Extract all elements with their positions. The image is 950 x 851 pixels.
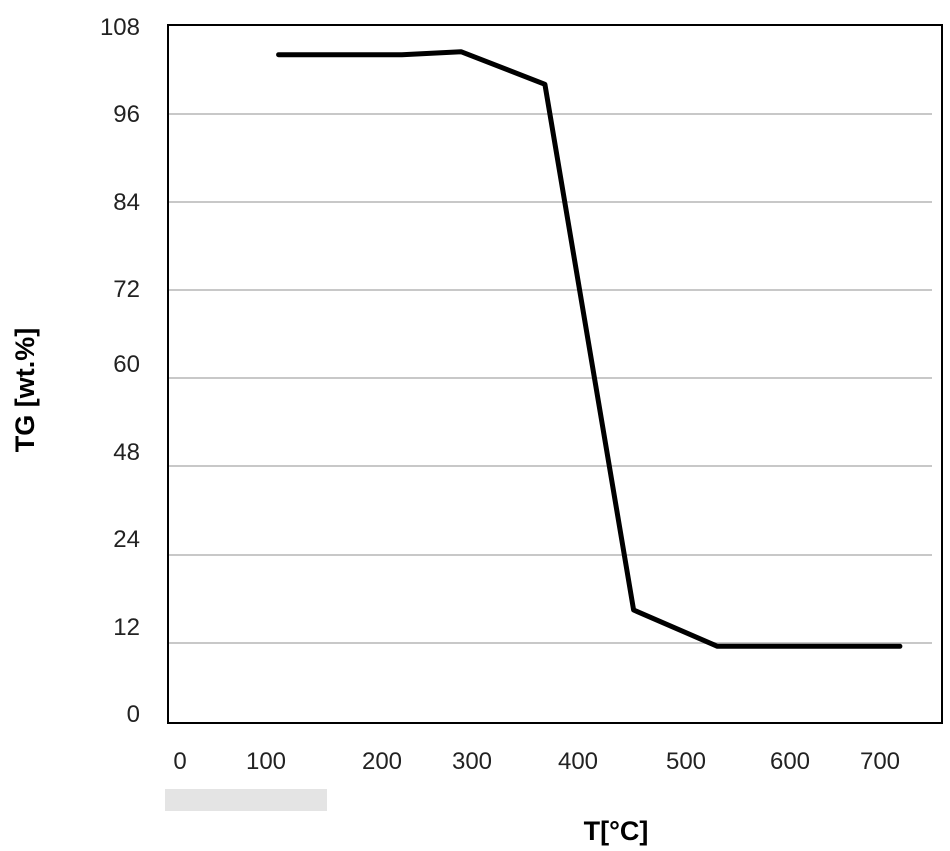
- gridlines: [168, 113, 932, 644]
- y-tick-label: 60: [113, 351, 140, 378]
- x-tick-label: 200: [362, 748, 402, 775]
- y-tick-label: 0: [127, 701, 140, 728]
- x-tick-label: 0: [173, 748, 186, 775]
- label-smudge: [165, 789, 327, 811]
- plot-frame: [167, 24, 943, 724]
- x-tick-label: 600: [770, 748, 810, 775]
- x-tick-label: 700: [860, 748, 900, 775]
- y-axis-title: TG [wt.%]: [10, 328, 40, 452]
- x-tick-label: 300: [452, 748, 492, 775]
- x-tick-labels: 0 100 200 300 400 500 600 700: [173, 748, 900, 775]
- x-tick-label: 400: [558, 748, 598, 775]
- x-tick-label: 500: [666, 748, 706, 775]
- y-tick-label: 84: [113, 189, 140, 216]
- x-axis-title: T[°C]: [584, 816, 649, 846]
- x-tick-label: 100: [246, 748, 286, 775]
- tg-series-line: [276, 49, 903, 649]
- y-tick-label: 12: [113, 614, 140, 641]
- y-tick-label: 48: [113, 439, 140, 466]
- y-tick-label: 24: [113, 526, 140, 553]
- y-tick-label: 108: [100, 14, 140, 41]
- y-tick-label: 72: [113, 276, 140, 303]
- y-tick-labels: 0 12 24 48 60 72 84 96 108: [100, 14, 140, 728]
- y-tick-label: 96: [113, 101, 140, 128]
